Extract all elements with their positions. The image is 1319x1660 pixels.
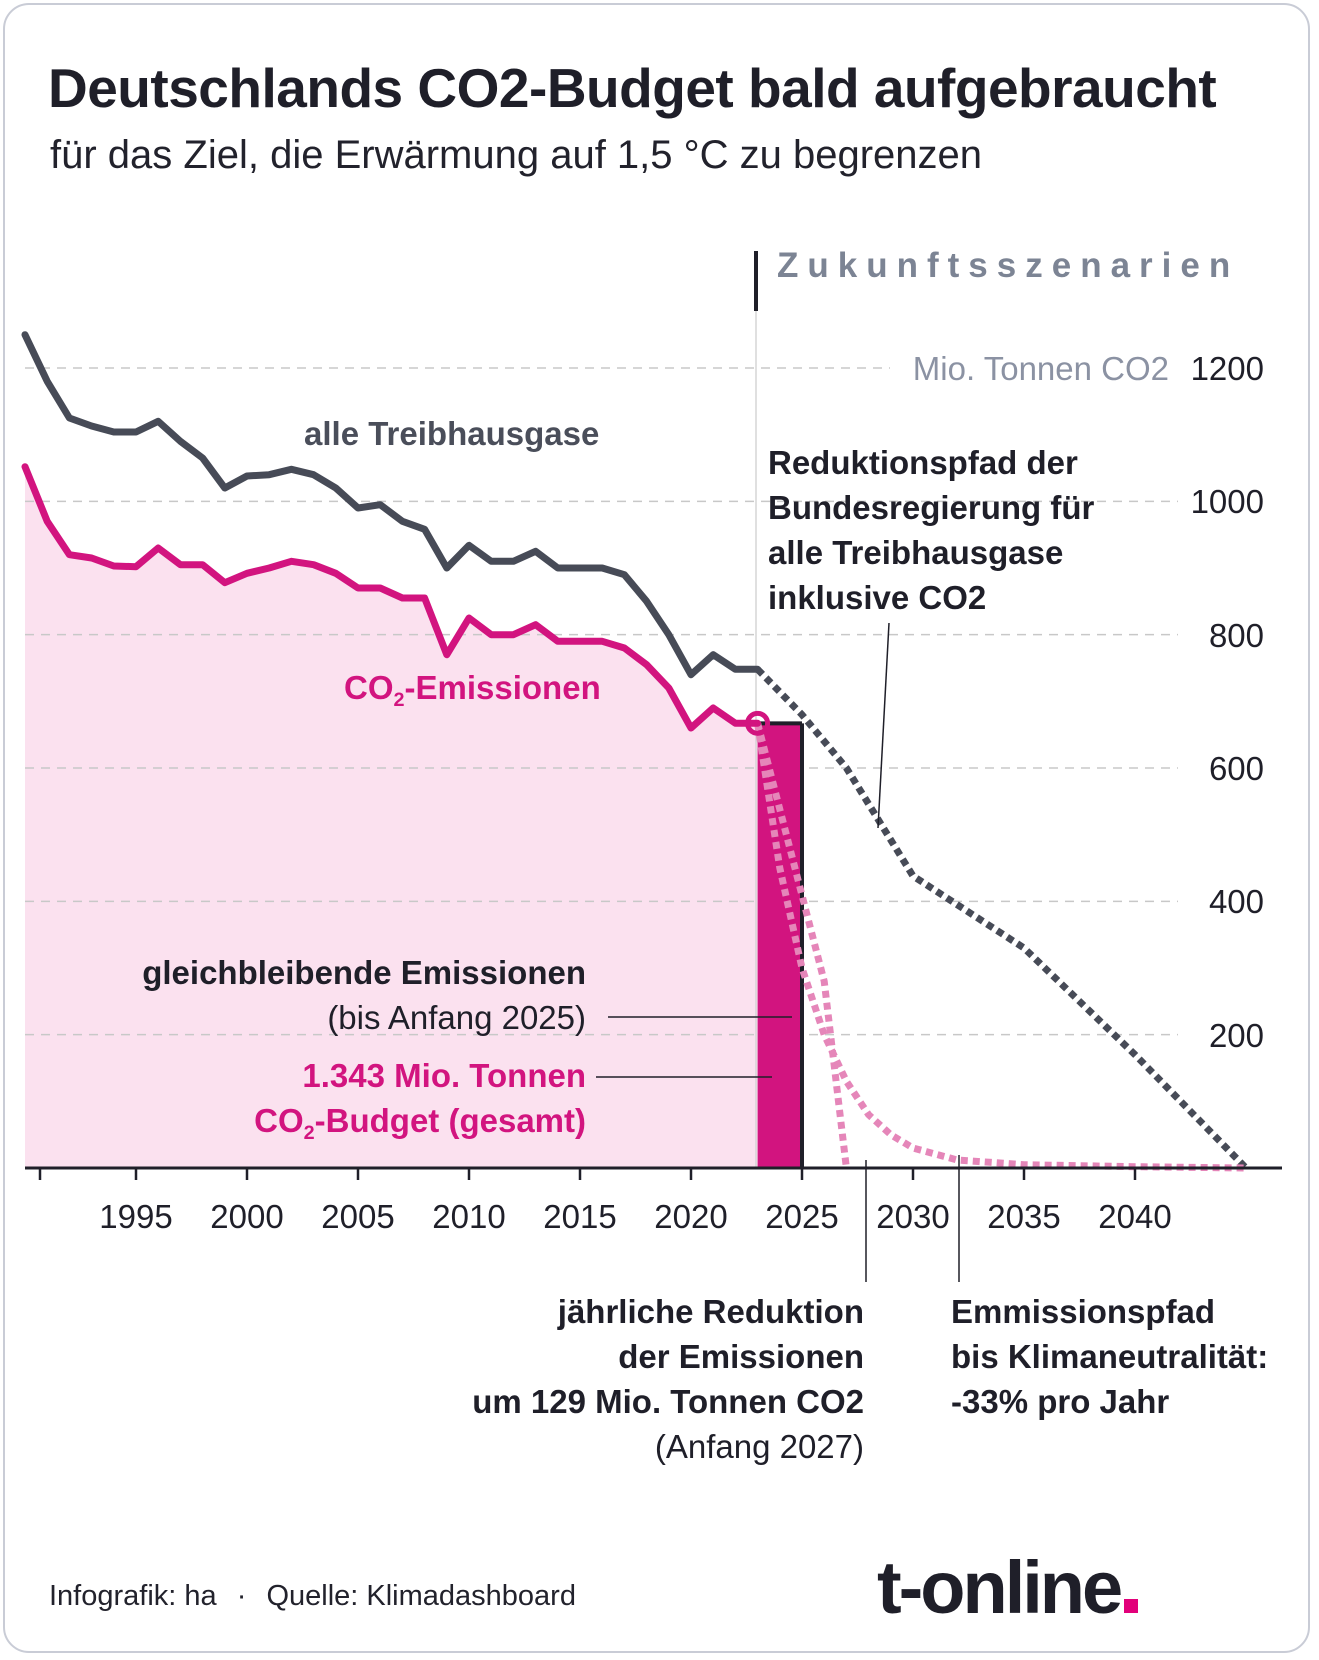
chart-subtitle: für das Ziel, die Erwärmung auf 1,5 °C z… [50,133,983,177]
gov-path-label: Reduktionspfad der Bundesregierung für a… [768,440,1094,620]
y-tick-label-1200: 1200 [1190,350,1264,387]
gov-path-leader [877,622,890,829]
frame [3,3,1310,1653]
neutral-line-2: bis Klimaneutralität: [951,1338,1269,1375]
x-tick-label-2040: 2040 [1098,1198,1172,1235]
ghg-series-label: alle Treibhausgase [304,415,600,452]
x-tick-label-2020: 2020 [654,1198,728,1235]
co2-line [21,463,762,732]
budget-bar [757,723,802,1168]
y-tick-label-200: 200 [1208,1016,1264,1054]
co2-label-sub: 2 [393,688,405,711]
chart-title: Deutschlands CO2-Budget bald aufgebrauch… [48,57,1217,119]
co2-label-prefix: CO [344,669,394,706]
future-divider-marker [754,251,758,311]
budget-line-2-sub: 2 [303,1121,315,1144]
constant-line-1: gleichbleibende Emissionen [142,954,586,991]
co2-last-point [745,710,771,736]
budget-line-2: CO2-Budget (gesamt) [254,1098,586,1156]
constant-emissions-label: gleichbleibende Emissionen (bis Anfang 2… [142,950,586,1040]
y-tick-label-600: 600 [1208,750,1264,787]
scenario-line-3 [754,722,1247,1172]
footer-separator: · [236,1580,247,1612]
logo-dot [1124,1599,1139,1613]
unit-label: Mio. Tonnen CO2 [912,350,1169,387]
gov-path-line-2: Bundesregierung für [768,489,1095,526]
co2-label-suffix: -Emissionen [404,669,601,706]
annual-reduction-label: jährliche Reduktion der Emissionen um 12… [472,1289,864,1469]
y-tick-label-1000: 1000 [1190,483,1264,521]
budget-line-1: 1.343 Mio. Tonnen [302,1057,586,1094]
gov-path-line-3: alle Treibhausgase [768,534,1064,571]
gov-path-line-1: Reduktionspfad der [768,444,1078,481]
co2-series-label: CO2-Emissionen [344,665,601,723]
x-tick-label-2030: 2030 [876,1198,950,1235]
logo-text: t-online [877,1546,1123,1629]
x-tick-label-2015: 2015 [543,1198,617,1235]
budget-line-2-prefix: CO [254,1102,304,1139]
annual-line-1: jährliche Reduktion [557,1293,864,1330]
y-tick-label-800: 800 [1208,616,1264,654]
budget-line-2-suffix: -Budget (gesamt) [314,1102,586,1139]
constant-line-2: (bis Anfang 2025) [327,999,586,1036]
annual-line-4: (Anfang 2027) [654,1428,864,1465]
gov-path-line-4: inklusive CO2 [768,579,987,616]
footer-source: Quelle: Klimadashboard [266,1580,576,1612]
scenario-line-1 [755,666,1249,1171]
ghg-line [21,331,762,679]
neutrality-path-label: Emmissionspfad bis Klimaneutralität: -33… [951,1289,1268,1424]
annual-line-2: der Emissionen [618,1338,864,1375]
x-tick-label-2010: 2010 [432,1198,506,1235]
x-tick-label-2000: 2000 [210,1198,284,1235]
x-tick-label-1995: 1995 [99,1198,173,1235]
footer: Infografik: ha · Quelle: Klimadashboard [49,1580,576,1613]
neutral-line-1: Emmissionspfad [951,1293,1216,1330]
future-scenarios-label: Zukunftsszenarien [777,246,1240,285]
x-tick-label-2005: 2005 [321,1198,395,1235]
y-tick-label-400: 400 [1208,883,1264,921]
neutral-line-3: -33% pro Jahr [951,1383,1170,1420]
budget-label: 1.343 Mio. Tonnen CO2-Budget (gesamt) [254,1053,586,1156]
footer-credit: Infografik: ha [49,1580,217,1612]
x-tick-label-2035: 2035 [987,1198,1061,1235]
t-online-logo: t-online [877,1545,1139,1630]
annual-line-3: um 129 Mio. Tonnen CO2 [472,1383,864,1420]
x-tick-label-2025: 2025 [765,1198,839,1235]
